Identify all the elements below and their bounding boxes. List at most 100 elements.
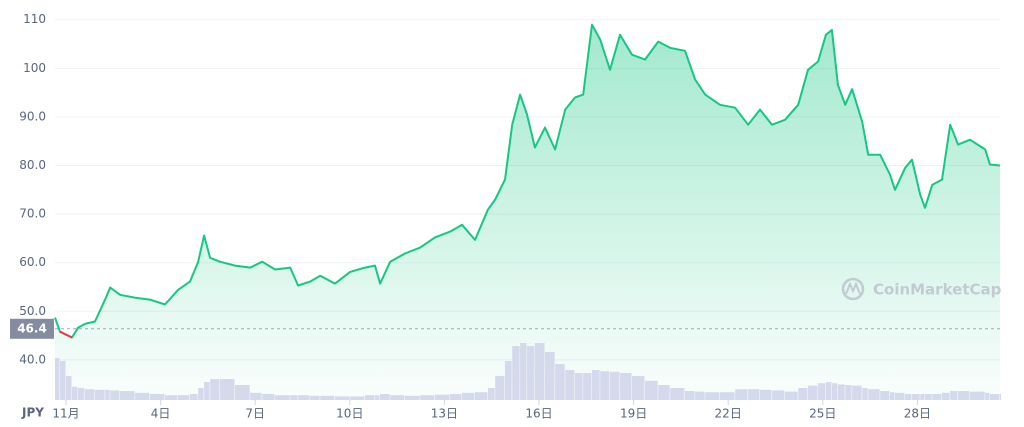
volume-bar [958, 391, 970, 400]
volume-bar [831, 383, 838, 400]
volume-bar [110, 390, 120, 400]
volume-bar [487, 388, 495, 400]
reference-label: 46.4 [17, 321, 47, 335]
volume-bar [78, 388, 85, 400]
volume-bar [275, 395, 290, 400]
volume-bar [658, 385, 670, 400]
x-tick-label: 13日 [431, 407, 458, 421]
volume-bar [219, 379, 235, 400]
volume-bar [632, 376, 645, 400]
volume-bar [204, 382, 210, 400]
volume-bar [380, 394, 390, 400]
volume-bar [807, 385, 818, 400]
volume-bar [310, 395, 320, 400]
volume-bar [235, 385, 250, 400]
x-tick-label: 4日 [151, 407, 171, 421]
volume-bar [565, 370, 575, 400]
volume-bar [845, 385, 852, 400]
x-tick-label: 7日 [245, 407, 265, 421]
volume-bar [434, 394, 450, 400]
volume-bar [320, 395, 335, 400]
y-tick-label: 70.0 [19, 207, 46, 221]
volume-bar [262, 394, 275, 400]
watermark: CoinMarketCap [841, 277, 1002, 301]
volume-bar [905, 394, 912, 400]
y-tick-label: 100 [23, 61, 46, 75]
volume-bar [135, 392, 150, 400]
currency-label: JPY [21, 406, 44, 420]
area-layer [55, 24, 1000, 400]
volume-bar [84, 389, 95, 400]
x-tick-label: 25日 [809, 407, 836, 421]
volume-bar [818, 383, 826, 400]
line-layer [54, 23, 1001, 339]
volume-bar [475, 392, 488, 400]
volume-bar [798, 388, 808, 400]
volume-bar [420, 395, 435, 400]
volume-bar [210, 379, 220, 400]
reference-label-box [10, 318, 54, 339]
volume-bar [620, 373, 632, 400]
volume-bar [375, 395, 380, 400]
volume-bar [760, 389, 772, 400]
volume-bar [165, 395, 178, 400]
price-line [54, 23, 1001, 339]
price-line-below [59, 330, 73, 339]
volume-bar [932, 394, 942, 400]
volume-bar [852, 385, 862, 400]
volume-bar [520, 343, 527, 400]
volume-bar [545, 352, 555, 400]
volume-bar [895, 392, 905, 400]
volume-bar [350, 396, 365, 400]
volume-bar [912, 394, 920, 400]
volume-bar [364, 395, 375, 400]
volume-bar [837, 384, 845, 400]
x-tick-label: 22日 [715, 407, 742, 421]
volume-bar [534, 343, 545, 400]
x-tick-label: 28日 [904, 407, 931, 421]
price-area [55, 24, 1000, 400]
volume-bar [735, 389, 748, 400]
volume-bar [250, 392, 262, 400]
volume-bar [198, 388, 204, 400]
volume-bar [685, 391, 695, 400]
volume-bar [95, 389, 105, 400]
volume-bar [189, 394, 198, 400]
volume-bar [290, 395, 298, 400]
volume-bar [1000, 394, 1001, 400]
x-tick-label: 11月 [52, 407, 79, 421]
volume-bar [298, 395, 310, 400]
volume-bar [695, 391, 705, 400]
volume-bar [705, 392, 720, 400]
volume-bar [748, 389, 760, 400]
volume-bar [970, 391, 985, 400]
volume-bar [862, 388, 868, 400]
volume-bar [512, 346, 520, 400]
y-tick-label: 40.0 [19, 352, 46, 366]
volume-bar [60, 361, 66, 400]
volume-bar [390, 395, 405, 400]
volume-bar [920, 394, 925, 400]
volume-bar [495, 376, 505, 400]
y-tick-label: 110 [23, 12, 46, 26]
volume-bar [149, 394, 165, 400]
x-tick-label: 16日 [525, 407, 552, 421]
volume-bar [462, 392, 475, 400]
volume-bar [600, 371, 610, 400]
x-tick-label: 10日 [336, 407, 363, 421]
y-tick-label: 60.0 [19, 255, 46, 269]
volume-bar [941, 392, 950, 400]
label-layer: 40.0 50.0 60.0 70.0 80.0 90.0 100 110 11月 4日 7日 10日… [10, 12, 931, 421]
volume-bar [66, 376, 72, 400]
volume-bar [55, 358, 60, 400]
volume-bar [889, 392, 895, 400]
volume-bar [609, 371, 620, 400]
volume-bar [985, 392, 990, 400]
volume-bar [405, 395, 420, 400]
volume-bar [177, 395, 190, 400]
volume-bar [868, 389, 880, 400]
volume-bar [504, 361, 512, 400]
volume-bar [784, 391, 798, 400]
volume-bar [644, 380, 658, 400]
